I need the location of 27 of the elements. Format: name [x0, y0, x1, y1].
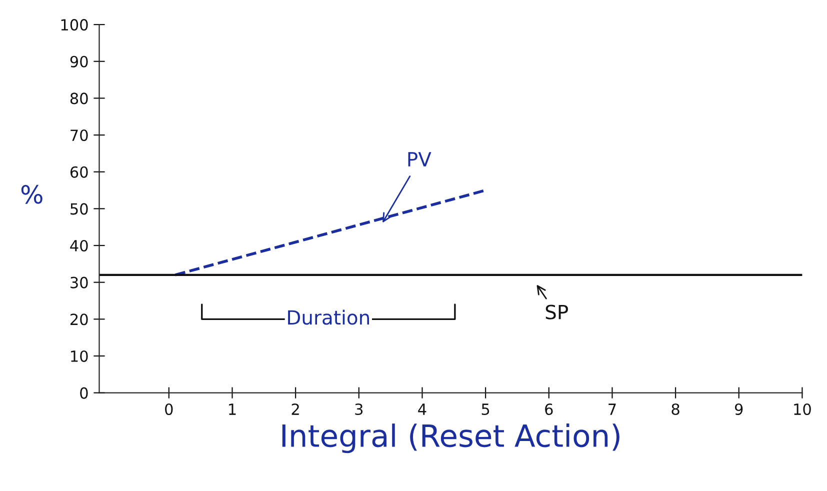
y-tick-label: 80	[70, 92, 88, 104]
x-tick-label: 8	[672, 403, 680, 416]
series-label: PV	[408, 152, 432, 166]
y-tick-label: 50	[70, 203, 88, 215]
x-tick-label: 0	[165, 403, 173, 416]
y-tick-label: 60	[70, 166, 88, 178]
x-tick-label: 6	[545, 403, 553, 416]
x-tick-label: 5	[482, 404, 490, 416]
y-tick-label: 20	[70, 314, 88, 326]
x-tick-label: 9	[734, 403, 743, 416]
x-tick-label: 10	[794, 403, 811, 416]
y-tick-label: 0	[80, 387, 88, 399]
y-tick-label: 90	[70, 56, 88, 68]
legend-label: SP	[546, 304, 568, 320]
x-tick-label: 2	[292, 403, 299, 415]
x-tick-label: 1	[229, 404, 236, 415]
y-tick-label: 70	[70, 129, 88, 142]
x-axis-title: Integral (Reset Action)	[282, 424, 620, 454]
x-tick-label: 3	[355, 403, 363, 416]
x-tick-label: 7	[608, 404, 616, 415]
y-tick-label: 10	[71, 350, 88, 362]
y-tick-label: 40	[70, 240, 88, 252]
y-axis-title: %	[21, 184, 42, 204]
y-tick-label: 30	[70, 276, 88, 288]
x-tick-label: 4	[418, 404, 426, 415]
annotation: Duration	[288, 310, 369, 325]
y-tick-label: 100	[61, 19, 88, 31]
